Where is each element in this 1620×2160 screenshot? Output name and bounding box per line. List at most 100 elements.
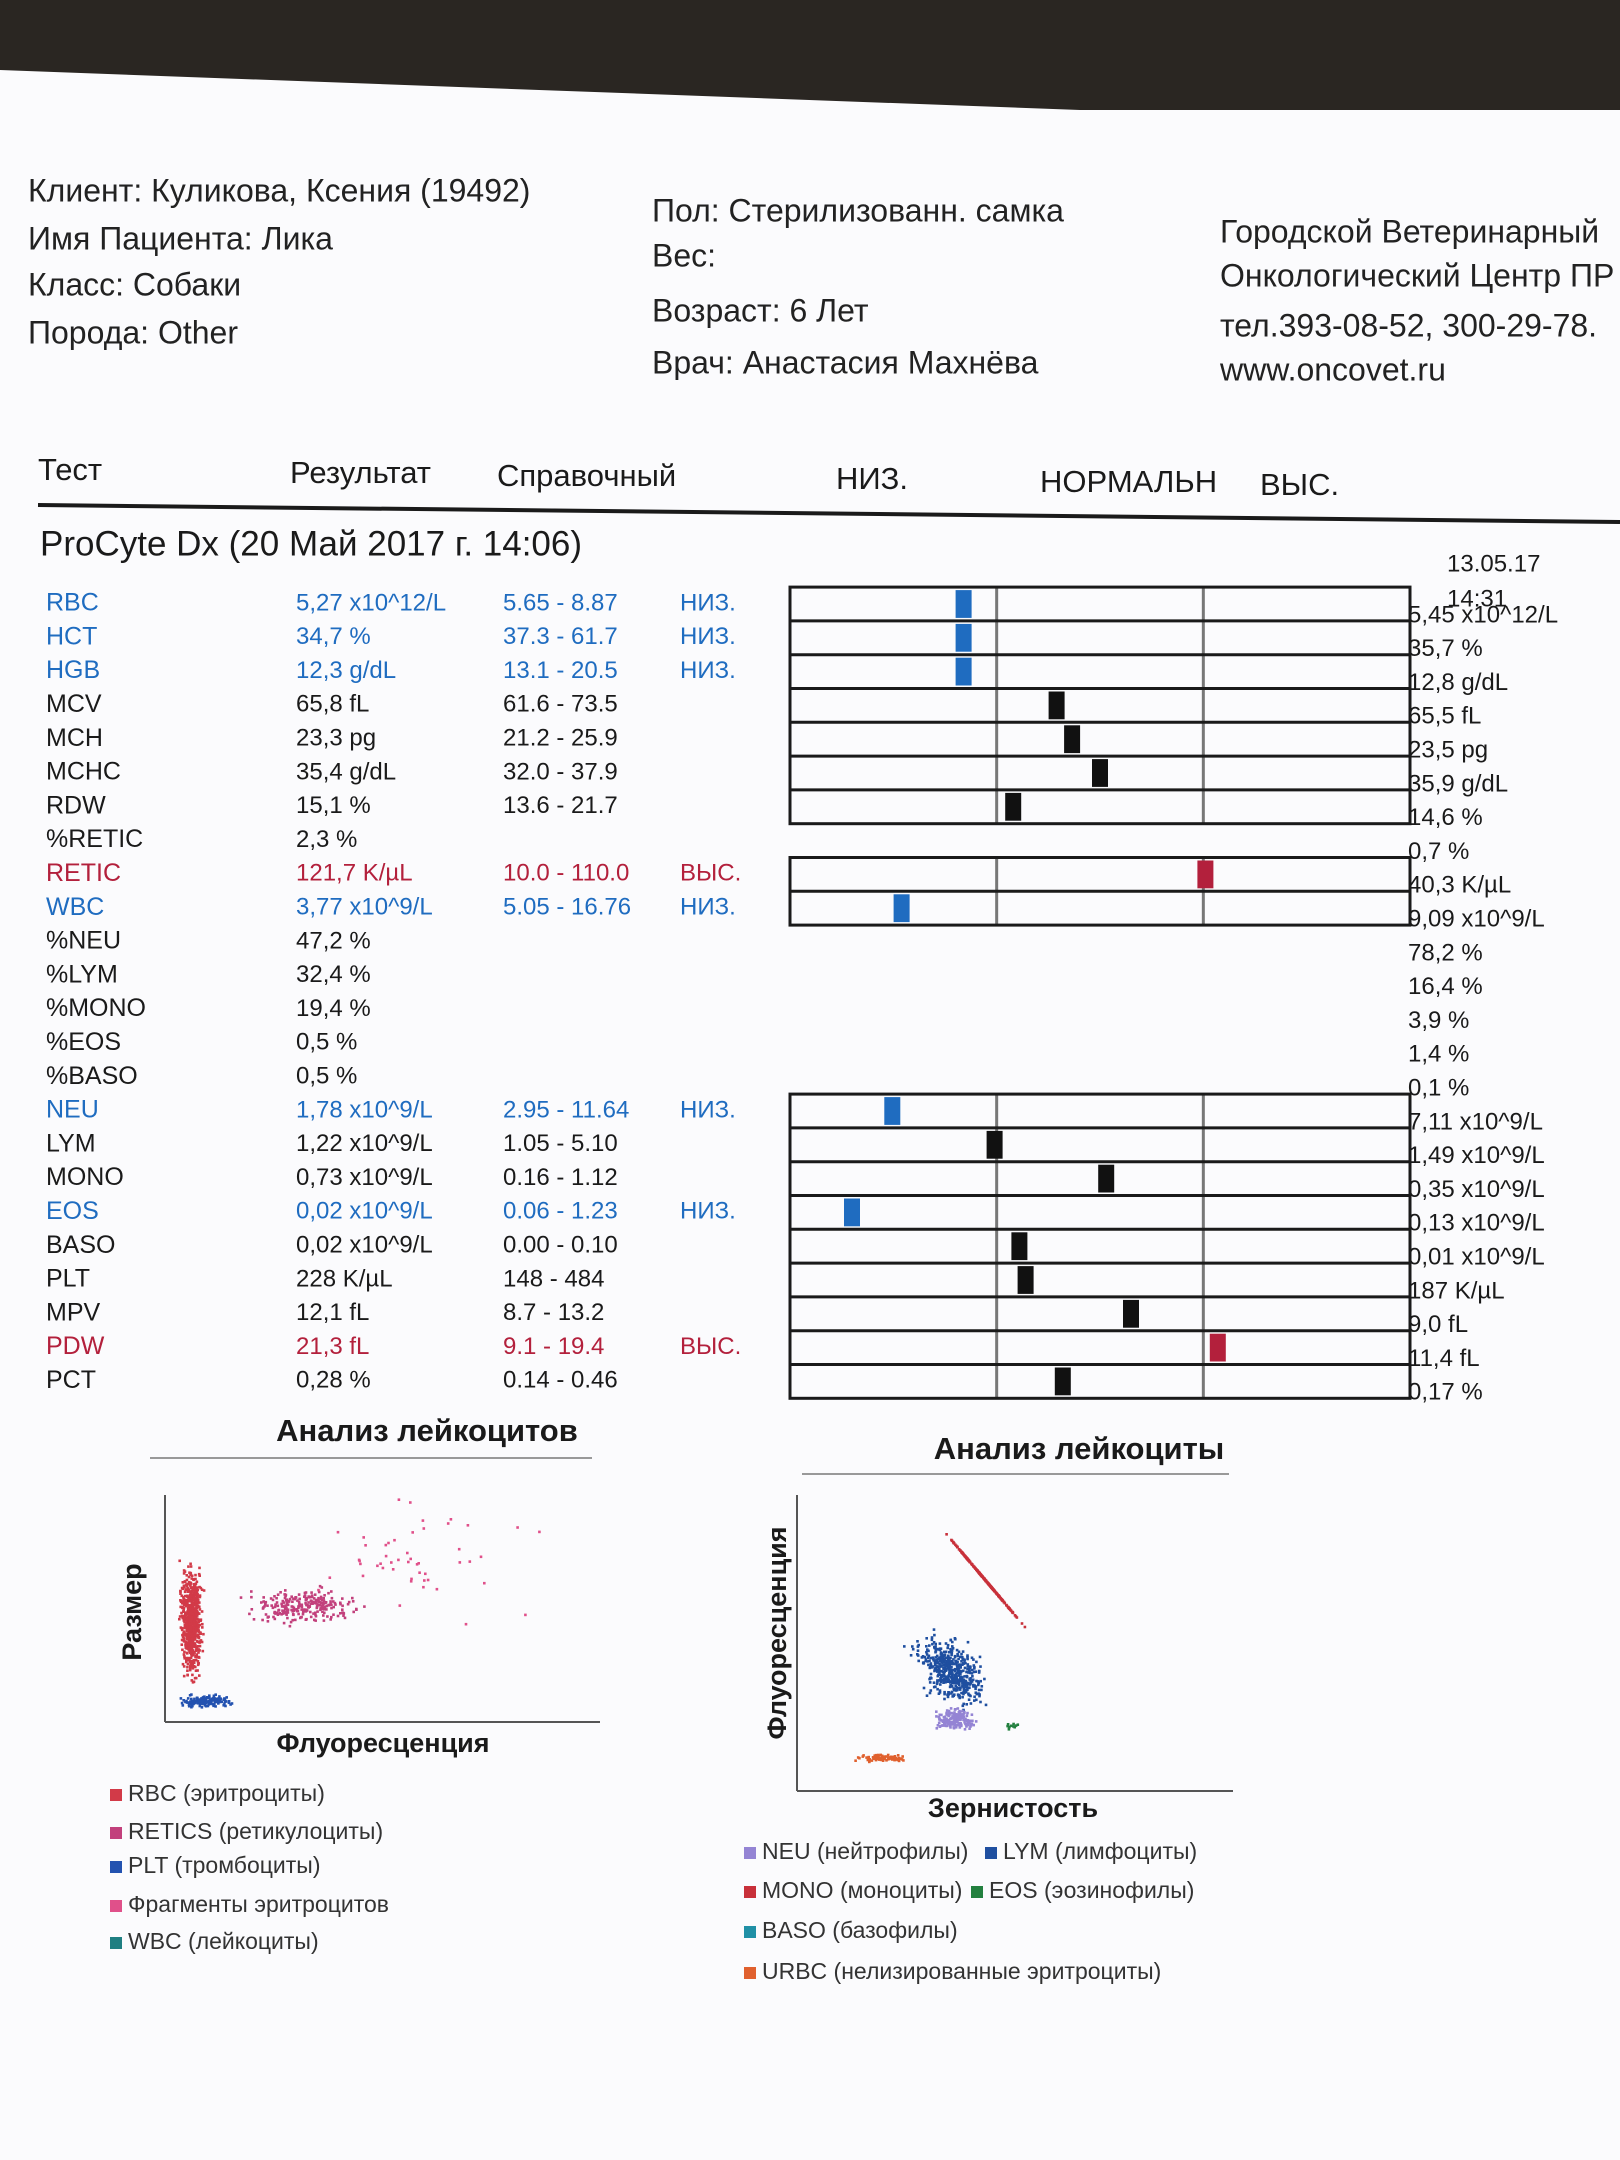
scatter-dot xyxy=(318,1604,321,1607)
scatter-dot xyxy=(936,1724,940,1727)
scatter-dot xyxy=(207,1702,210,1705)
scatter-dot xyxy=(260,1601,263,1604)
scatter-dot xyxy=(315,1601,318,1604)
scatter-dot xyxy=(319,1607,322,1610)
scatter-dot xyxy=(214,1705,217,1708)
scatter-dot xyxy=(297,1593,301,1596)
scatter-dot xyxy=(182,1637,186,1640)
scatter-dot xyxy=(224,1704,227,1708)
scatter-dot xyxy=(220,1700,224,1704)
scatter-dot xyxy=(949,1707,953,1710)
scatter-dot xyxy=(355,1607,358,1611)
scatter-dot xyxy=(201,1622,204,1626)
scatter-dot xyxy=(185,1599,188,1602)
previous-result: 1,49 x10^9/L xyxy=(1408,1142,1545,1169)
scatter-dot xyxy=(977,1669,981,1673)
scatter-dot xyxy=(943,1674,946,1677)
header-line: Городской Ветеринарный xyxy=(1220,213,1599,249)
scatter-dot xyxy=(276,1593,280,1596)
scatter-dot xyxy=(881,1755,884,1758)
scatter-dot xyxy=(971,1678,975,1682)
scatter-dot xyxy=(201,1701,205,1705)
scatter-dot xyxy=(187,1614,191,1617)
scatter-dot xyxy=(950,1653,953,1657)
scatter-dot xyxy=(316,1603,319,1606)
scatter-dot xyxy=(949,1661,952,1665)
scatter-dot xyxy=(956,1707,960,1710)
scatter-dot xyxy=(283,1611,286,1614)
header-rule xyxy=(37,503,1620,524)
scatter-dot xyxy=(435,1587,439,1591)
scatter-dot xyxy=(187,1565,190,1568)
scatter-dot xyxy=(953,1708,957,1711)
scatter-dot xyxy=(227,1701,231,1705)
result: 0,73 x10^9/L xyxy=(296,1164,433,1191)
scatter-dot xyxy=(422,1527,426,1530)
previous-result: 0,7 % xyxy=(1408,838,1469,865)
scatter-dot xyxy=(939,1678,942,1682)
scatter-dot xyxy=(966,1665,970,1668)
scatter-dot xyxy=(192,1596,196,1599)
test-name: RETIC xyxy=(46,859,121,887)
scatter-dot xyxy=(937,1721,941,1725)
header-line: Пол: Стерилизованн. самка xyxy=(652,192,1064,228)
result: 3,77 x10^9/L xyxy=(296,894,433,921)
scatter-dot xyxy=(406,1551,409,1555)
scatter-dot xyxy=(935,1654,939,1658)
scatter-dot xyxy=(966,1558,970,1562)
scatter-dot xyxy=(288,1597,292,1601)
scatter-dot xyxy=(954,1684,957,1688)
scatter-dot xyxy=(208,1696,211,1700)
scatter-dot xyxy=(942,1681,945,1684)
scatter-dot xyxy=(342,1612,346,1615)
scatter-dot xyxy=(992,1588,995,1591)
scatter-dot xyxy=(957,1722,960,1725)
scatter-dot xyxy=(185,1588,189,1591)
scatter-dot xyxy=(267,1615,270,1619)
scatter-dot xyxy=(970,1713,974,1716)
scatter-dot xyxy=(181,1606,184,1610)
scatter-dot xyxy=(951,1695,954,1698)
scatter-dot xyxy=(938,1679,941,1682)
scatter-dot xyxy=(193,1599,197,1602)
scatter-dot xyxy=(935,1665,938,1668)
scatter-dot xyxy=(958,1713,961,1716)
result: 15,1 % xyxy=(296,792,371,819)
scatter-dot xyxy=(314,1619,317,1622)
scatter-dot xyxy=(182,1603,186,1606)
previous-result: 0,13 x10^9/L xyxy=(1408,1210,1545,1237)
scatter-dot xyxy=(963,1710,966,1714)
scatter-dot xyxy=(962,1669,965,1673)
scatter-dot xyxy=(323,1605,327,1609)
test-name: HGB xyxy=(46,656,100,684)
scatter-dot xyxy=(187,1609,191,1613)
scatter-dot xyxy=(315,1605,319,1608)
scatter-dot xyxy=(935,1727,939,1730)
scatter-dot xyxy=(187,1588,191,1592)
scatter-dot xyxy=(281,1604,284,1608)
scatter-dot xyxy=(290,1595,293,1598)
scatter-dot xyxy=(197,1635,201,1639)
scatter-dot xyxy=(194,1669,198,1672)
scatter-dot xyxy=(341,1597,344,1600)
scatter-dot xyxy=(299,1604,302,1608)
scatter-dot xyxy=(194,1636,197,1639)
scatter-dot xyxy=(932,1665,935,1668)
scatter-dot xyxy=(951,1674,954,1677)
scatter-dot xyxy=(861,1755,865,1758)
scatter-dot xyxy=(959,1722,962,1725)
scatter-dot xyxy=(188,1702,192,1706)
scatter-dot xyxy=(957,1723,960,1727)
scatter-dot xyxy=(931,1642,934,1646)
reference-range: 9.1 - 19.4 xyxy=(503,1333,604,1360)
legend-swatch xyxy=(110,1937,122,1949)
scatter-dot xyxy=(298,1602,301,1606)
previous-result: 0,01 x10^9/L xyxy=(1408,1244,1545,1271)
scatter-dot xyxy=(193,1623,196,1626)
scatter-dot xyxy=(422,1585,425,1589)
scatter-dot xyxy=(182,1632,185,1635)
scatter-dot xyxy=(185,1656,188,1660)
y-axis-label: Размер xyxy=(117,1563,147,1660)
scatter-dot xyxy=(186,1697,190,1700)
scatter-dot xyxy=(195,1621,199,1625)
